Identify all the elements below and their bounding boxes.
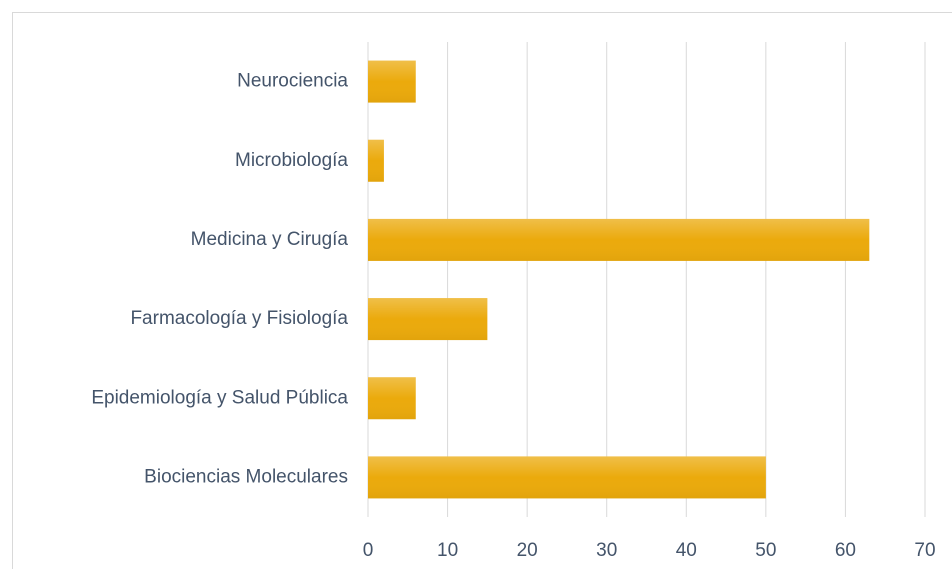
bar-shine	[368, 298, 488, 341]
x-tick-label: 30	[596, 540, 617, 561]
x-tick-label: 20	[517, 540, 538, 561]
bar-shine	[368, 456, 766, 499]
x-tick-label: 10	[437, 540, 458, 561]
y-tick-label: Farmacología y Fisiología	[130, 308, 348, 329]
bar-shine	[368, 377, 416, 420]
y-tick-label: Microbiología	[235, 150, 348, 171]
x-tick-label: 0	[363, 540, 374, 561]
y-tick-label: Medicina y Cirugía	[191, 229, 349, 250]
bar-shine	[368, 139, 384, 182]
bar-shine	[368, 60, 416, 103]
bar-shine	[368, 218, 870, 261]
y-tick-label: Epidemiología y Salud Pública	[91, 387, 348, 408]
x-tick-label: 50	[755, 540, 776, 561]
x-tick-label: 40	[676, 540, 697, 561]
y-tick-label: Neurociencia	[237, 71, 348, 92]
y-tick-label: Biociencias Moleculares	[144, 466, 348, 487]
x-tick-label: 70	[914, 540, 935, 561]
chart-border	[12, 12, 952, 569]
x-tick-label: 60	[835, 540, 856, 561]
